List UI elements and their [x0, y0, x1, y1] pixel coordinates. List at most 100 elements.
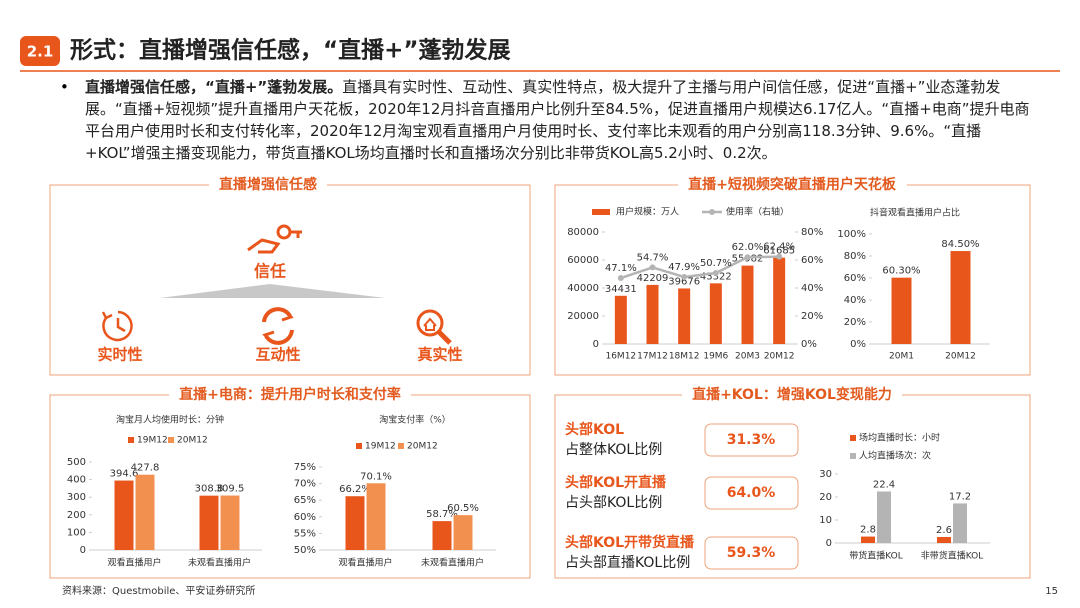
- value-label: 66.2%: [339, 484, 371, 495]
- bar: [614, 295, 627, 344]
- chart-title: 淘宝月人均使用时长：分钟: [116, 414, 224, 426]
- stat-value: 59.3%: [727, 545, 776, 561]
- value-label: 47.9%: [668, 262, 700, 273]
- value-label: 50.7%: [700, 258, 732, 269]
- bar: [953, 503, 967, 543]
- legend-swatch: [128, 437, 134, 443]
- x-tick-label: 未观看直播用户: [188, 557, 251, 569]
- chart-title: 抖音观看直播用户占比: [870, 207, 960, 219]
- y-tick-label: 500: [67, 457, 86, 468]
- y2-tick-label: 80%: [801, 227, 823, 238]
- legend-label: 用户规模：万人: [616, 206, 679, 218]
- value-label: 60.30%: [882, 266, 920, 277]
- bar: [453, 515, 473, 550]
- body-text: 直播增强信任感，“直播+”蓬勃发展。直播具有实时性、互动性、真实性特点，极大提升…: [85, 76, 1030, 164]
- legend-label: 20M12: [407, 442, 438, 452]
- legend-swatch: [168, 437, 174, 443]
- y-tick-label: 20000: [567, 311, 599, 322]
- value-label: 2.6: [936, 525, 952, 536]
- y-tick-label: 60%: [844, 273, 866, 284]
- value-label: 427.8: [131, 463, 160, 474]
- x-tick-label: 19M6: [703, 352, 728, 362]
- divider: [160, 284, 385, 298]
- y-tick-label: 80000: [567, 227, 599, 238]
- x-tick-label: 20M1: [889, 352, 914, 362]
- y-tick-label: 0: [593, 339, 599, 350]
- bar: [950, 251, 971, 344]
- value-label: 39676: [668, 276, 700, 287]
- bar: [891, 277, 912, 344]
- value-label: 43322: [700, 271, 732, 282]
- legend-swatch: [398, 443, 404, 449]
- value-label: 22.4: [873, 479, 895, 490]
- legend-label: 场均直播时长：小时: [859, 432, 940, 444]
- chart-title: 淘宝支付率（%）: [379, 414, 451, 426]
- stat-value: 64.0%: [727, 485, 776, 501]
- bar: [709, 283, 722, 344]
- legend-label: 使用率（右轴）: [726, 206, 789, 218]
- y-tick-label: 70%: [294, 479, 316, 490]
- point: [617, 275, 624, 282]
- bar: [678, 288, 691, 344]
- point: [744, 254, 751, 261]
- bar: [877, 491, 891, 543]
- y-tick-label: 300: [67, 492, 86, 503]
- y-tick-label: 60000: [567, 255, 599, 266]
- x-tick-label: 未观看直播用户: [421, 557, 484, 569]
- legend-swatch: [592, 209, 610, 215]
- trust-item: 真实性: [417, 346, 462, 364]
- value-label: 42209: [637, 273, 669, 284]
- y2-tick-label: 20%: [801, 311, 823, 322]
- point: [681, 273, 688, 280]
- title-back: [682, 384, 902, 405]
- section-badge: [20, 36, 60, 66]
- bullet: •: [60, 78, 69, 96]
- x-tick-label: 非带货直播KOL: [921, 550, 984, 562]
- section-number: 2.1: [27, 43, 54, 61]
- value-label: 47.1%: [605, 263, 637, 274]
- panel-title: 直播+电商：提升用户时长和支付率: [179, 386, 401, 403]
- line: [620, 255, 780, 280]
- bar: [646, 284, 659, 344]
- value-label: 17.2: [949, 491, 971, 502]
- refresh-icon: [262, 307, 294, 345]
- x-tick-label: 16M12: [605, 352, 636, 362]
- legend-label: 20M12: [177, 436, 208, 446]
- clock-icon: [101, 310, 133, 342]
- text: 直播具有实时性、互动性、真实性特点，极大提升了主播与用户间信任感，促进“直播+”…: [85, 78, 1030, 162]
- value-label: 60.5%: [447, 503, 479, 514]
- y-tick-label: 20: [819, 492, 832, 503]
- stat-label: 头部KOL: [565, 421, 624, 438]
- x-tick-label: 20M12: [764, 352, 795, 362]
- legend-swatch: [850, 435, 856, 441]
- y-tick-label: 30: [819, 469, 832, 480]
- y2-tick-label: 60%: [801, 255, 823, 266]
- y-tick-label: 10: [819, 515, 832, 526]
- stat-value: 31.3%: [727, 432, 776, 448]
- x-tick-label: 带货直播KOL: [849, 550, 903, 562]
- point: [712, 270, 719, 277]
- value-label: 2.8: [860, 525, 876, 536]
- x-tick-label: 观看直播用户: [338, 557, 392, 569]
- stat-sub: 占整体KOL比例: [565, 442, 662, 458]
- value-label: 308.8: [195, 484, 224, 495]
- y-tick-label: 55%: [294, 528, 316, 539]
- stat-box: [704, 423, 799, 457]
- bar: [220, 495, 240, 550]
- x-tick-label: 20M12: [945, 352, 976, 362]
- value-label: 61685: [763, 246, 795, 257]
- bar: [773, 257, 786, 344]
- y-tick-label: 60%: [294, 512, 316, 523]
- y-tick-label: 200: [67, 510, 86, 521]
- y-tick-label: 65%: [294, 495, 316, 506]
- value-label: 62.4%: [763, 242, 795, 253]
- value-label: 58.7%: [426, 509, 458, 520]
- value-label: 70.1%: [360, 471, 392, 482]
- trust-item: 互动性: [255, 346, 300, 364]
- y-tick-label: 80%: [844, 251, 866, 262]
- bar: [861, 536, 875, 543]
- value-label: 62.0%: [732, 242, 764, 253]
- panel-title: 直播+短视频突破直播用户天花板: [688, 176, 897, 193]
- y-tick-label: 100%: [837, 229, 866, 240]
